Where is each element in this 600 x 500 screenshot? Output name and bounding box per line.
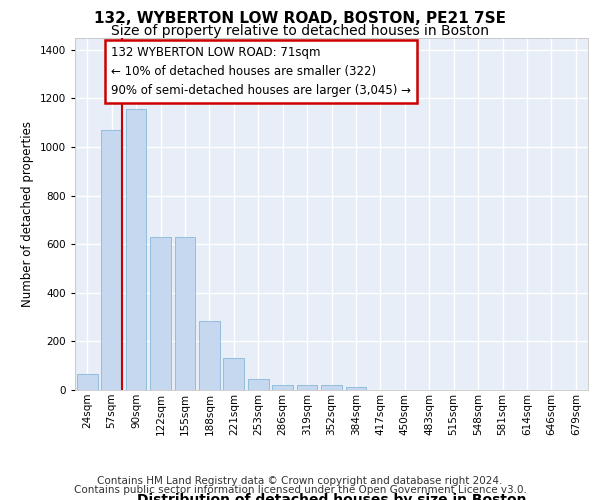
Bar: [150, 237, 171, 390]
Bar: [248, 379, 269, 390]
Text: 132, WYBERTON LOW ROAD, BOSTON, PE21 7SE: 132, WYBERTON LOW ROAD, BOSTON, PE21 7SE: [94, 11, 506, 26]
Text: Contains public sector information licensed under the Open Government Licence v3: Contains public sector information licen…: [74, 485, 526, 495]
Bar: [101, 130, 122, 390]
Text: 132 WYBERTON LOW ROAD: 71sqm
← 10% of detached houses are smaller (322)
90% of s: 132 WYBERTON LOW ROAD: 71sqm ← 10% of de…: [111, 46, 411, 98]
X-axis label: Distribution of detached houses by size in Boston: Distribution of detached houses by size …: [137, 493, 526, 500]
Bar: [272, 385, 293, 390]
Bar: [125, 109, 146, 390]
Bar: [346, 387, 367, 390]
Bar: [175, 237, 196, 390]
Bar: [321, 384, 342, 390]
Y-axis label: Number of detached properties: Number of detached properties: [21, 120, 34, 306]
Bar: [199, 320, 220, 390]
Text: Contains HM Land Registry data © Crown copyright and database right 2024.: Contains HM Land Registry data © Crown c…: [97, 476, 503, 486]
Text: Size of property relative to detached houses in Boston: Size of property relative to detached ho…: [111, 24, 489, 38]
Bar: [77, 374, 98, 390]
Bar: [296, 385, 317, 390]
Bar: [223, 358, 244, 390]
